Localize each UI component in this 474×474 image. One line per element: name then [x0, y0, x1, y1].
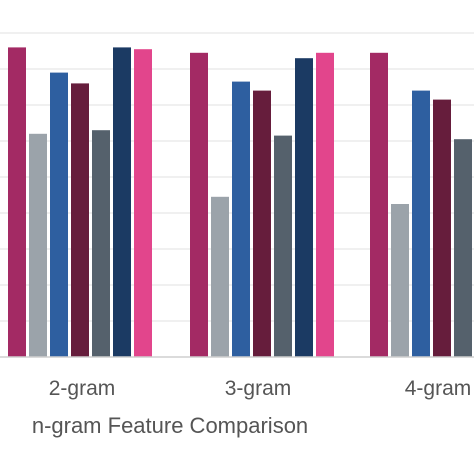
x-tick-labels: 2-gram 3-gram 4-gram	[49, 377, 472, 400]
x-axis-title: n-gram Feature Comparison	[32, 413, 308, 438]
bar-2-gram-series-4	[71, 83, 89, 358]
bar-3-gram-series-2	[211, 196, 229, 357]
x-tick-label: 3-gram	[225, 377, 292, 400]
x-tick-label: 2-gram	[49, 377, 116, 400]
bar-2-gram-series-6	[113, 47, 131, 358]
bar-4-gram-series-2	[391, 204, 409, 357]
bar-3-gram-series-4	[253, 90, 271, 357]
bar-3-gram-series-5	[274, 135, 292, 357]
bar-2-gram-series-5	[92, 130, 110, 357]
bar-2-gram-series-1	[8, 47, 26, 358]
bar-series	[8, 47, 472, 358]
x-tick-label: 4-gram	[405, 377, 472, 400]
bar-3-gram-series-6	[295, 58, 313, 357]
bar-2-gram-series-2	[29, 133, 47, 357]
bar-4-gram-series-1	[370, 52, 388, 358]
bar-4-gram-series-5	[454, 139, 472, 357]
bar-3-gram-series-1	[190, 52, 208, 358]
bar-2-gram-series-7	[134, 49, 152, 357]
bar-4-gram-series-3	[412, 90, 430, 357]
bar-3-gram-series-7	[316, 52, 334, 358]
bar-2-gram-series-3	[50, 72, 68, 357]
bar-3-gram-series-3	[232, 81, 250, 357]
bar-4-gram-series-4	[433, 99, 451, 357]
